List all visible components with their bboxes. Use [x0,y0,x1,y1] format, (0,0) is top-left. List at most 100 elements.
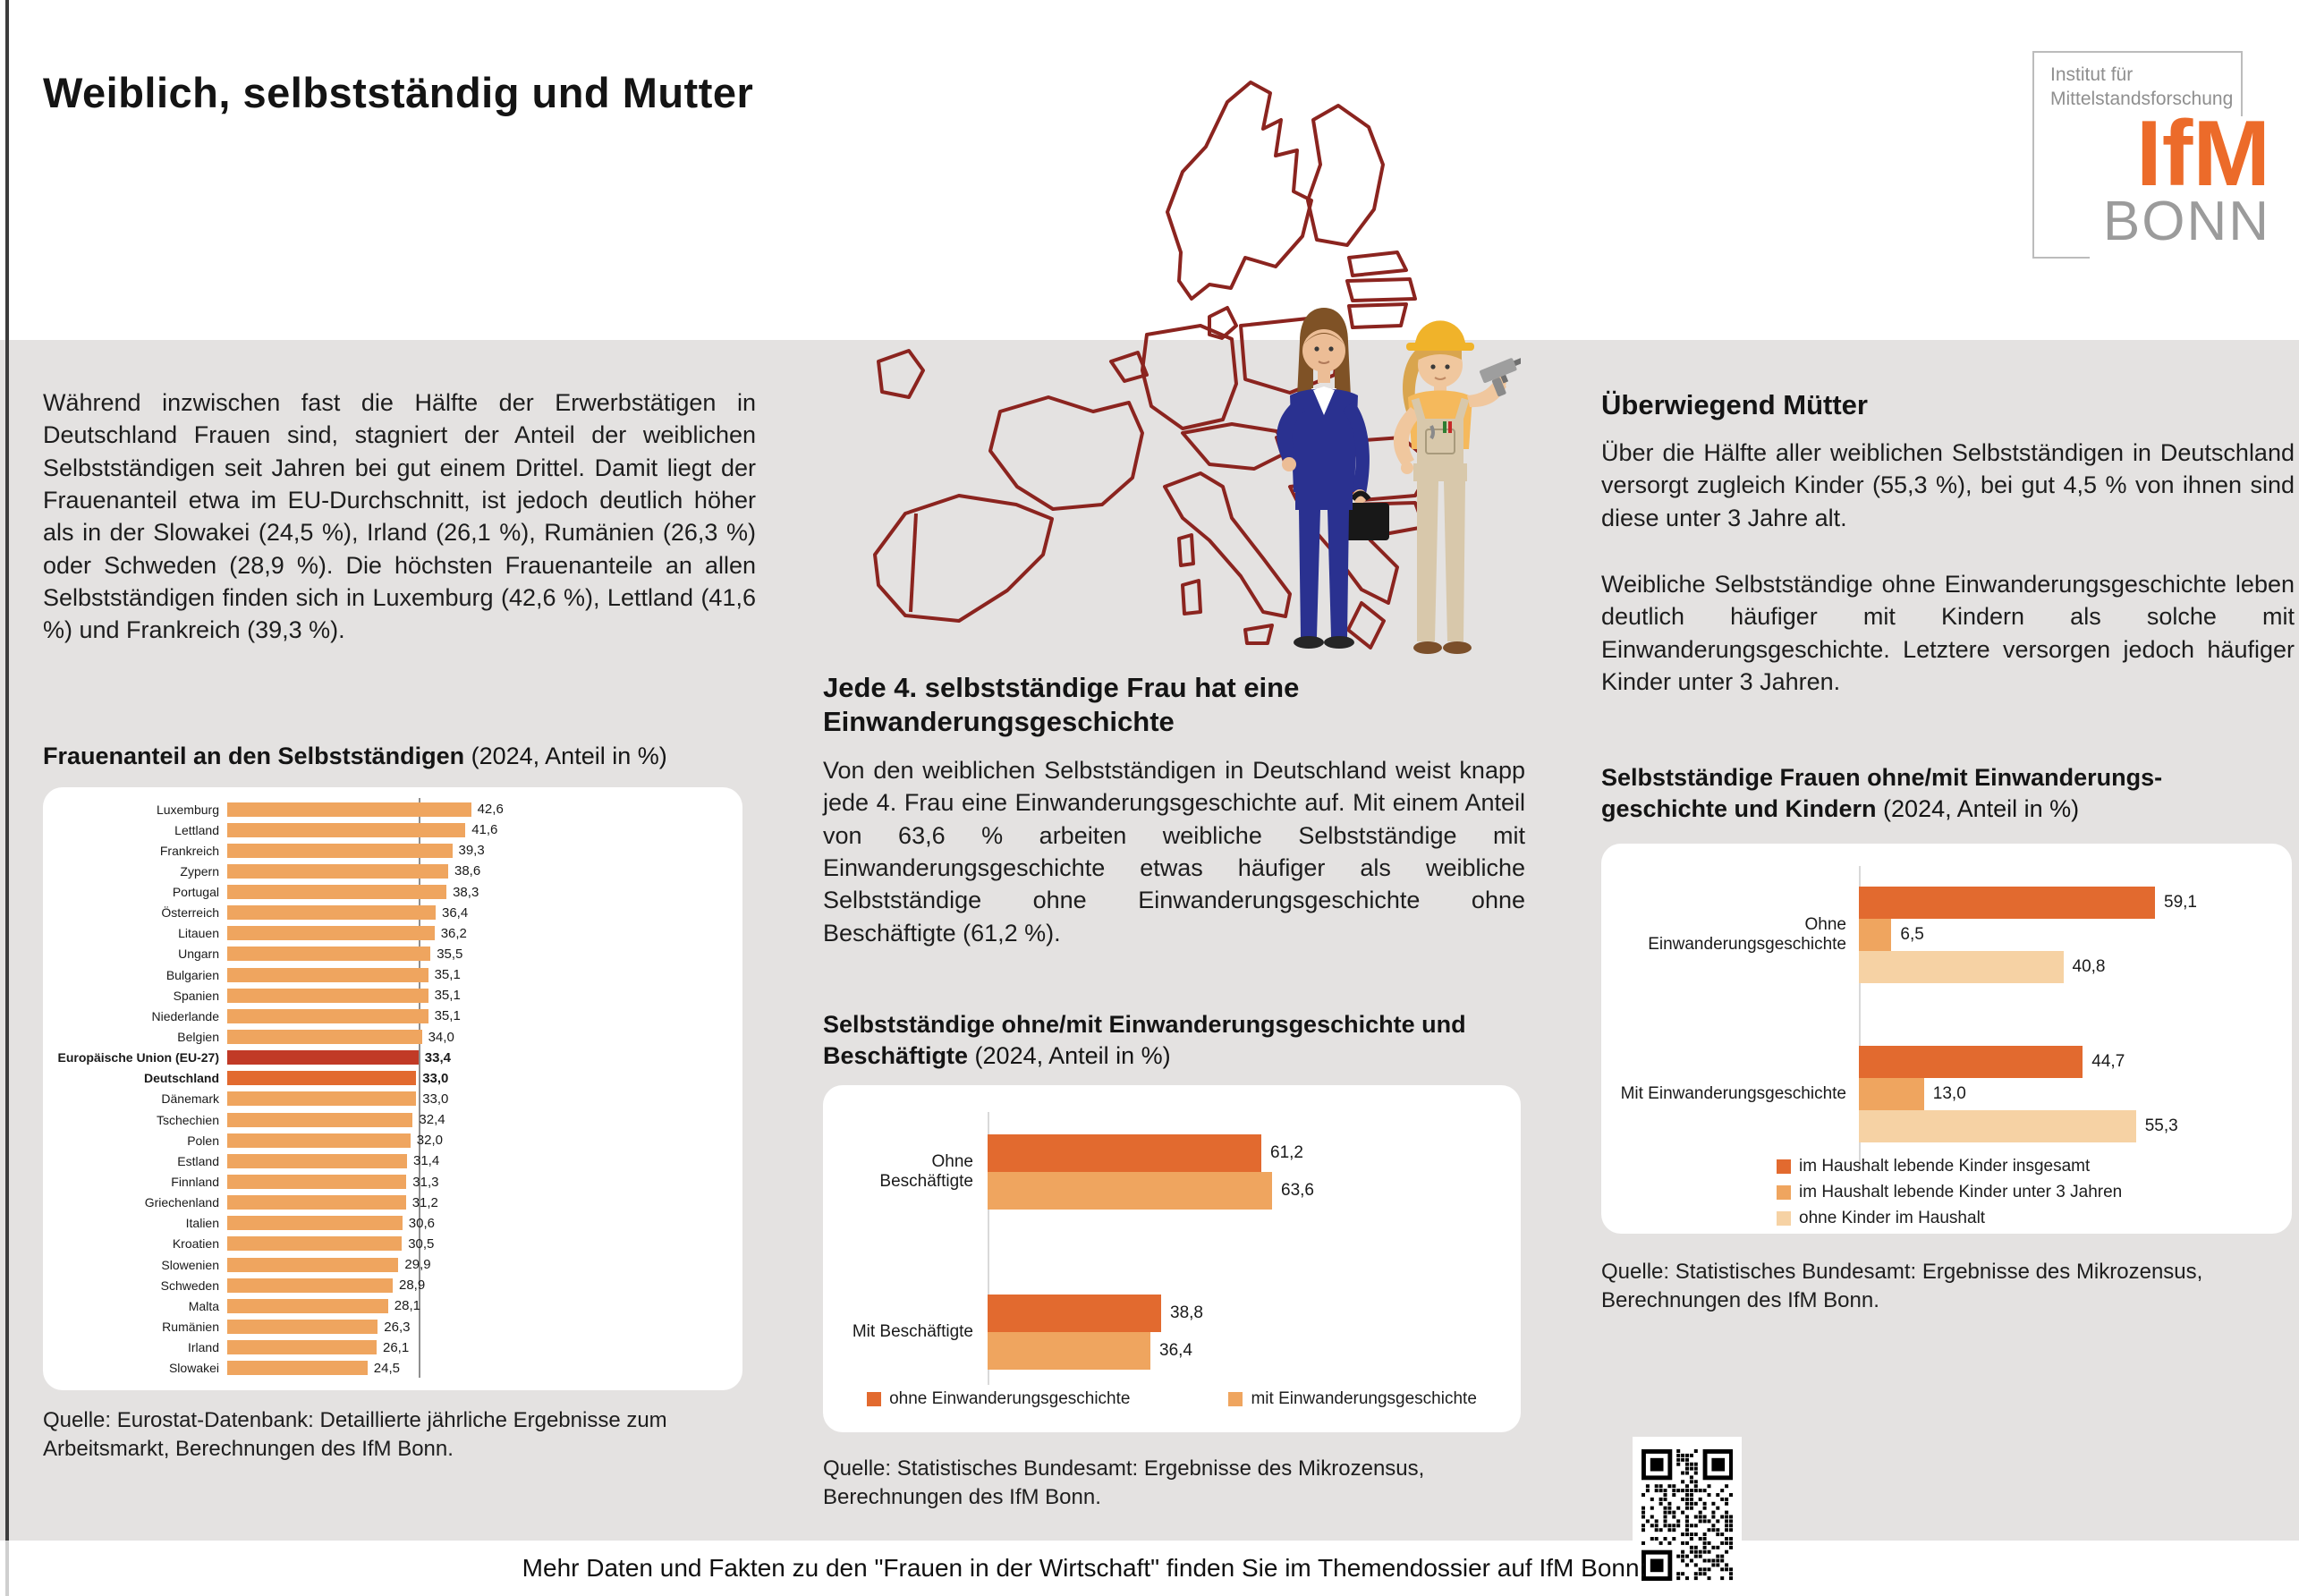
bar-value: 55,3 [2144,1116,2178,1135]
country-bar [227,863,448,879]
bar [1859,919,1892,951]
country-value: 31,2 [411,1194,438,1210]
legend-item: ohne Kinder im Haushalt [1777,1209,2122,1228]
chart1-row: Estland 31,4 [55,1150,734,1171]
country-label: Dänemark [161,1091,219,1107]
left-border-rule-footer [5,1541,9,1596]
country-value: 38,3 [453,884,479,900]
bar [988,1172,1272,1210]
chart1-row: Finnland 31,3 [55,1172,734,1193]
chart1-row: Ungarn 35,5 [55,944,734,964]
bar-row: 40,8 [1859,951,2197,983]
chart2-source: Quelle: Statistisches Bundesamt: Ergebni… [823,1456,1425,1509]
country-value: 36,4 [442,904,469,921]
country-label: Polen [187,1133,219,1148]
legend-label: im Haushalt lebende Kinder insgesamt [1799,1157,2091,1176]
chart1-row: Europäische Union (EU-27) 33,4 [55,1048,734,1068]
chart2-heading-note: (2024, Anteil in %) [968,1042,1171,1070]
country-label: Lettland [174,822,219,837]
chart1-row: Griechenland 31,2 [55,1193,734,1213]
eu-average-reference-line [418,798,420,1378]
chart1-row: Litauen 36,2 [55,923,734,944]
country-value: 24,5 [373,1360,400,1376]
country-value: 30,6 [408,1215,435,1231]
country-bar [227,926,435,941]
country-bar [227,1216,403,1231]
country-label: Slowenien [161,1257,219,1272]
country-label: Zypern [180,863,219,879]
bar [1859,1046,2083,1078]
country-label: Estland [177,1153,219,1168]
chart2-heading-bold: Selbstständige ohne/mit Einwanderungsges… [823,1011,1466,1070]
country-label: Litauen [178,926,219,941]
group-label: Ohne Beschäftigte [879,1152,973,1191]
intro-paragraph: Während inzwischen fast die Hälfte der E… [43,389,756,644]
country-value: 26,3 [384,1319,411,1335]
chart1-row: Lettland 41,6 [55,819,734,840]
chart1-row: Frankreich 39,3 [55,840,734,861]
country-label: Europäische Union (EU-27) [57,1050,219,1065]
chart3-axis-line [1859,866,1861,1166]
country-label: Luxemburg [156,802,219,817]
bar-row: 63,6 [988,1172,1314,1210]
country-value: 31,4 [413,1153,440,1169]
chart1-row: Bulgarien 35,1 [55,964,734,985]
ifm-institute-line1: Institut für [2050,64,2134,85]
bar-value: 40,8 [2072,957,2106,976]
ifm-logo-acronym: IfM [2135,102,2270,206]
chart1-row: Slowakei 24,5 [55,1358,734,1379]
country-label: Finnland [171,1175,219,1190]
chart2-groups: Ohne Beschäftigte 61,2 63,6 Mit Beschäftigt… [834,1134,1514,1370]
chart1-heading-bold: Frauenanteil an den Selbstständigen [43,743,465,769]
chart3-heading-bold: Selbstständige Frauen ohne/mit Einwander… [1601,764,2163,823]
chart1-row: Niederlande 35,1 [55,1006,734,1026]
page-title: Weiblich, selbstständig und Mutter [43,69,754,116]
bar-group: Ohne Einwanderungsgeschichte 59,1 6,5 40,8 [1607,887,2288,983]
country-value: 34,0 [428,1029,454,1045]
country-bar [227,967,428,982]
chart1-row: Italien 30,6 [55,1213,734,1234]
bar-value: 63,6 [1281,1181,1314,1200]
section-heading-mothers: Überwiegend Mütter [1601,389,1868,420]
country-label: Portugal [172,885,219,900]
bar [988,1295,1161,1332]
chart1-row: Malta 28,1 [55,1295,734,1316]
legend-label: ohne Kinder im Haushalt [1799,1209,1986,1227]
chart1-row: Dänemark 33,0 [55,1089,734,1109]
group-bars: 59,1 6,5 40,8 [1859,887,2197,983]
country-bar [227,1030,422,1045]
country-label: Kroatien [172,1236,219,1252]
country-label: Tschechien [156,1112,219,1127]
europe-map-outline [873,81,1435,649]
country-value: 33,4 [424,1049,451,1065]
country-bar [227,1008,428,1023]
legend-item: im Haushalt lebende Kinder unter 3 Jahre… [1777,1183,2122,1202]
legend-label: im Haushalt lebende Kinder unter 3 Jahre… [1799,1183,2123,1201]
country-value: 31,3 [412,1174,439,1190]
chart1-row: Kroatien 30,5 [55,1234,734,1254]
country-label: Italien [185,1216,219,1231]
chart1-row: Rumänien 26,3 [55,1317,734,1337]
chart1-row: Zypern 38,6 [55,861,734,881]
footer-note: Mehr Daten und Fakten zu den "Frauen in … [522,1554,1647,1582]
bar-row: 13,0 [1859,1078,2178,1110]
bar-value: 38,8 [1170,1303,1203,1322]
chart1-row: Slowenien 29,9 [55,1254,734,1275]
bar-value: 6,5 [1900,925,1924,944]
legend-swatch [1777,1211,1791,1226]
chart1-row: Irland 26,1 [55,1337,734,1358]
country-bar [227,1050,419,1065]
ifm-institute-name: Institut für Mittelstandsforschung [2050,63,2233,112]
bar [988,1332,1150,1370]
country-value: 32,0 [416,1133,443,1149]
country-value: 35,1 [434,988,461,1004]
country-label: Deutschland [143,1071,219,1086]
ifm-logo-city: BONN [2102,191,2270,253]
bar-value: 36,4 [1159,1341,1192,1360]
country-value: 38,6 [454,863,481,879]
legend-label: mit Einwanderungsgeschichte [1251,1389,1477,1408]
legend-swatch [1777,1185,1791,1200]
chart3-heading: Selbstständige Frauen ohne/mit Einwander… [1601,762,2263,825]
legend-item: im Haushalt lebende Kinder insgesamt [1777,1157,2122,1176]
country-label: Malta [188,1298,219,1313]
